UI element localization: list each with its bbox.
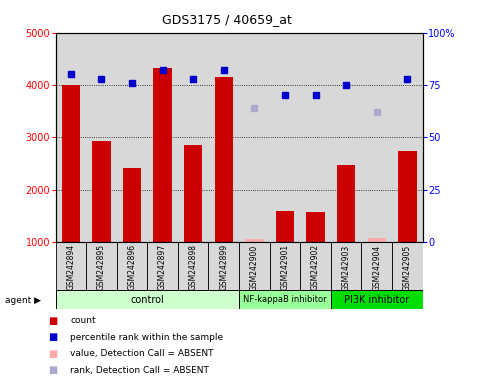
Text: GDS3175 / 40659_at: GDS3175 / 40659_at (162, 13, 292, 26)
Bar (56, 242, 86, 290)
Text: GSM242902: GSM242902 (311, 244, 320, 290)
Bar (398, 151, 416, 242)
Bar (239, 290, 331, 309)
Text: count: count (70, 316, 96, 325)
Bar (123, 168, 141, 242)
Text: GSM242894: GSM242894 (66, 244, 75, 290)
Bar (147, 242, 178, 290)
Bar (239, 242, 270, 290)
Text: GSM242903: GSM242903 (341, 244, 351, 291)
Text: GSM242904: GSM242904 (372, 244, 381, 291)
Text: GSM242898: GSM242898 (189, 244, 198, 290)
Bar (117, 242, 147, 290)
Bar (62, 85, 80, 242)
Bar (56, 290, 239, 309)
Bar (214, 77, 233, 242)
Text: ■: ■ (48, 365, 57, 375)
Bar (337, 165, 355, 242)
Text: GSM242895: GSM242895 (97, 244, 106, 290)
Bar (306, 212, 325, 242)
Text: percentile rank within the sample: percentile rank within the sample (70, 333, 223, 342)
Text: PI3K inhibitor: PI3K inhibitor (344, 295, 410, 305)
Bar (92, 141, 111, 242)
Text: agent ▶: agent ▶ (5, 296, 41, 305)
Bar (178, 242, 209, 290)
Text: ■: ■ (48, 349, 57, 359)
Text: GSM242905: GSM242905 (403, 244, 412, 291)
Bar (270, 242, 300, 290)
Text: ■: ■ (48, 316, 57, 326)
Text: GSM242900: GSM242900 (250, 244, 259, 291)
Text: rank, Detection Call = ABSENT: rank, Detection Call = ABSENT (70, 366, 209, 375)
Bar (300, 242, 331, 290)
Bar (331, 242, 361, 290)
Text: ■: ■ (48, 332, 57, 342)
Bar (276, 210, 294, 242)
Bar (154, 68, 172, 242)
Text: GSM242896: GSM242896 (128, 244, 137, 290)
Bar (209, 242, 239, 290)
Bar (361, 242, 392, 290)
Bar (184, 145, 202, 242)
Text: GSM242899: GSM242899 (219, 244, 228, 290)
Text: NF-kappaB inhibitor: NF-kappaB inhibitor (243, 295, 327, 304)
Text: control: control (130, 295, 164, 305)
Text: GSM242897: GSM242897 (158, 244, 167, 290)
Bar (368, 238, 386, 242)
Text: value, Detection Call = ABSENT: value, Detection Call = ABSENT (70, 349, 213, 358)
Bar (331, 290, 423, 309)
Bar (392, 242, 423, 290)
Text: GSM242901: GSM242901 (281, 244, 289, 290)
Bar (86, 242, 117, 290)
Bar (245, 239, 264, 242)
